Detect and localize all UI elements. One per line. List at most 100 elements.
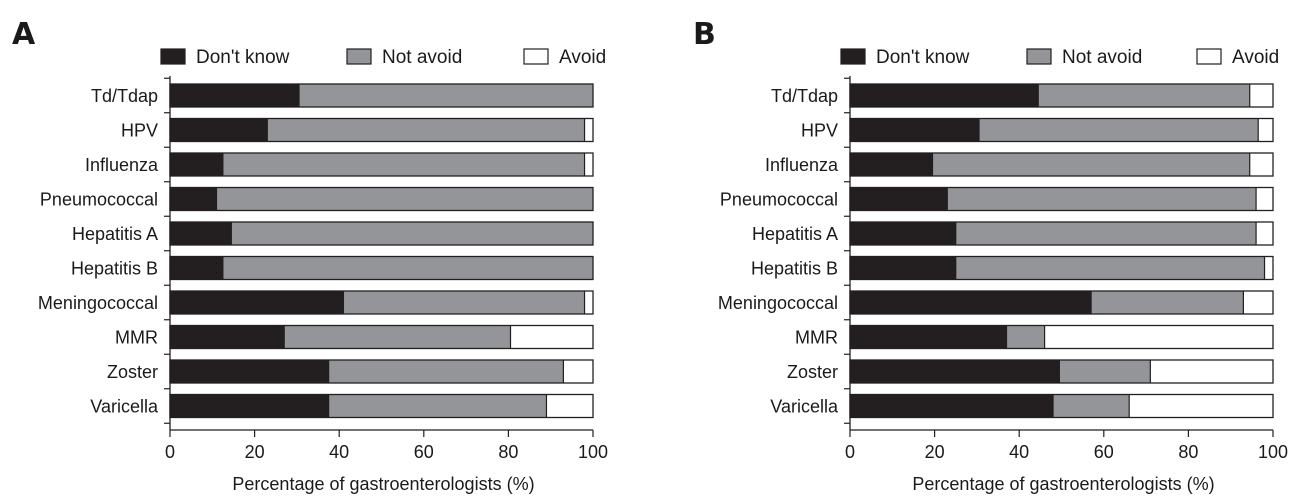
bar-segment <box>585 291 593 314</box>
bar-segment <box>947 188 1256 211</box>
x-tick-label: 0 <box>845 442 855 462</box>
bar-segment <box>956 257 1265 280</box>
bar-segment <box>1150 360 1273 383</box>
category-label: Zoster <box>787 362 838 382</box>
legend-swatch <box>524 49 548 64</box>
bar-segment <box>170 188 217 211</box>
bar-segment <box>850 153 932 176</box>
bar-segment <box>1256 188 1273 211</box>
category-label: Pneumococcal <box>40 190 158 210</box>
legend-label: Not avoid <box>1062 47 1142 68</box>
x-tick-label: 60 <box>1094 442 1114 462</box>
legend-label: Don't know <box>876 47 970 68</box>
category-label: Influenza <box>765 155 839 175</box>
chart-panel-b: B Don't know Not avoid Avoid Td/Tdap HPV Influ… <box>693 17 1288 494</box>
bar-segment <box>585 119 593 142</box>
category-label: Hepatitis B <box>751 259 838 279</box>
bar-segment <box>563 360 593 383</box>
bar-segment <box>850 222 956 245</box>
bar-segment <box>1091 291 1243 314</box>
category-label: Varicella <box>90 397 159 417</box>
bar-segment <box>979 119 1258 142</box>
x-tick-label: 40 <box>1009 442 1029 462</box>
bar-segment <box>850 257 956 280</box>
bar-segment <box>1250 84 1273 107</box>
bar-segment <box>956 222 1256 245</box>
category-label: HPV <box>801 121 838 141</box>
chart-panel-a: A Don't know Not avoid Avoid Td/Tdap HPV Influ… <box>12 17 608 494</box>
bar-segment <box>1265 257 1273 280</box>
bar-segment <box>343 291 584 314</box>
x-tick-label: 100 <box>578 442 608 462</box>
category-label: Hepatitis B <box>71 259 158 279</box>
x-tick-label: 60 <box>414 442 434 462</box>
legend-swatch <box>1197 49 1221 64</box>
legend-swatch <box>1027 49 1051 64</box>
bar-segment <box>850 119 979 142</box>
x-tick-label: 80 <box>498 442 518 462</box>
legend-swatch <box>841 49 865 64</box>
category-label: Influenza <box>85 155 159 175</box>
bar-segment <box>329 395 547 418</box>
category-label: Hepatitis A <box>72 224 158 244</box>
panel-label: B <box>693 17 716 52</box>
category-label: Td/Tdap <box>91 86 158 106</box>
bar-segment <box>170 291 343 314</box>
x-tick-label: 20 <box>245 442 265 462</box>
bar-segment <box>511 326 593 349</box>
bar-segment <box>170 222 231 245</box>
bar-segment <box>267 119 584 142</box>
bar-segment <box>850 326 1007 349</box>
bar-segment <box>850 188 947 211</box>
category-label: Varicella <box>770 397 839 417</box>
bar-segment <box>170 395 329 418</box>
bar-segment <box>546 395 593 418</box>
bar-segment <box>1007 326 1045 349</box>
legend-label: Not avoid <box>382 47 462 68</box>
legend-label: Avoid <box>559 47 606 68</box>
bar-segment <box>299 84 593 107</box>
x-tick-label: 0 <box>165 442 175 462</box>
x-axis-title: Percentage of gastroenterologists (%) <box>912 474 1214 494</box>
category-label: Meningococcal <box>718 293 838 313</box>
bar-segment <box>585 153 593 176</box>
bar-segment <box>1250 153 1273 176</box>
bar-segment <box>223 257 593 280</box>
legend-label: Don't know <box>196 47 290 68</box>
category-label: Meningococcal <box>38 293 158 313</box>
bar-segment <box>217 188 593 211</box>
category-label: MMR <box>115 328 158 348</box>
category-label: Zoster <box>107 362 158 382</box>
bar-segment <box>932 153 1249 176</box>
bar-segment <box>1045 326 1273 349</box>
x-tick-label: 100 <box>1258 442 1288 462</box>
bar-segment <box>170 153 223 176</box>
bar-segment <box>170 84 299 107</box>
bar-segment <box>850 291 1091 314</box>
bar-segment <box>1129 395 1273 418</box>
bar-segment <box>231 222 593 245</box>
bar-segment <box>1256 222 1273 245</box>
bar-segment <box>850 360 1059 383</box>
legend-label: Avoid <box>1232 47 1279 68</box>
bar-segment <box>1038 84 1250 107</box>
bar-segment <box>850 84 1038 107</box>
panel-label: A <box>12 17 36 52</box>
bar-segment <box>170 326 284 349</box>
legend-swatch <box>161 49 185 64</box>
bar-segment <box>1243 291 1273 314</box>
category-label: Hepatitis A <box>752 224 838 244</box>
category-label: MMR <box>795 328 838 348</box>
bar-segment <box>329 360 564 383</box>
bar-segment <box>1258 119 1273 142</box>
bar-segment <box>284 326 510 349</box>
bar-segment <box>850 395 1053 418</box>
legend-swatch <box>347 49 371 64</box>
bar-segment <box>223 153 585 176</box>
x-tick-label: 40 <box>329 442 349 462</box>
bar-segment <box>170 119 267 142</box>
category-label: HPV <box>121 121 158 141</box>
bar-segment <box>170 257 223 280</box>
bar-segment <box>1059 360 1150 383</box>
